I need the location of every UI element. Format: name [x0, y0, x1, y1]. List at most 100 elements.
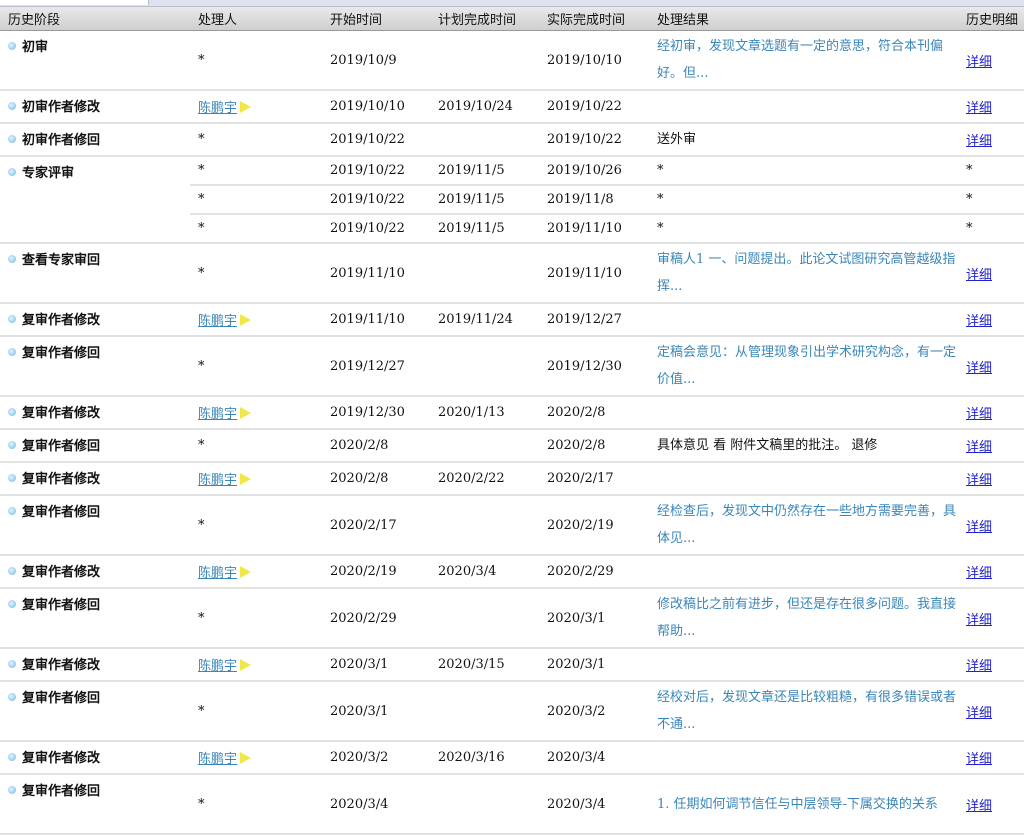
flag-icon[interactable]	[240, 566, 252, 578]
handler-cell: 陈鹏宇	[190, 462, 322, 496]
flag-icon[interactable]	[240, 314, 252, 326]
actual-time: 2020/3/2	[539, 681, 649, 742]
result-text: *	[657, 163, 664, 178]
stage-cell: 复审作者修改	[0, 648, 190, 682]
stage-label: 复审作者修回	[22, 346, 101, 361]
detail-cell: 详细	[958, 741, 1024, 775]
handler-link[interactable]: 陈鹏宇	[198, 752, 238, 767]
bullet-icon	[8, 660, 16, 668]
handler-cell: *	[190, 495, 322, 556]
stage-label: 复审作者修回	[22, 505, 101, 520]
start-time: 2020/2/8	[322, 429, 430, 463]
result-cell	[649, 555, 958, 589]
flag-icon[interactable]	[240, 101, 252, 113]
stage-label: 初审	[22, 40, 49, 55]
result-text[interactable]: 审稿人1 一、问题提出。此论文试图研究高管越级指挥...	[657, 252, 956, 294]
stage-label: 复审作者修改	[22, 406, 101, 421]
handler-link[interactable]: 陈鹏宇	[198, 659, 238, 674]
stage-label: 专家评审	[22, 166, 75, 181]
detail-link[interactable]: 详细	[966, 566, 993, 581]
handler-link[interactable]: 陈鹏宇	[198, 566, 238, 581]
result-text: *	[657, 221, 664, 236]
detail-cell: 详细	[958, 429, 1024, 463]
stage-cell: 复审作者修回	[0, 774, 190, 835]
result-text[interactable]: 1. 任期如何调节信任与中层领导-下属交换的关系	[657, 796, 938, 812]
planned-time: 2020/2/22	[430, 462, 539, 496]
detail-cell: 详细	[958, 243, 1024, 304]
handler-cell: *	[190, 336, 322, 397]
table-row: 复审作者修改 陈鹏宇 2020/3/1 2020/3/15 2020/3/1 详细	[0, 648, 1024, 682]
detail-link[interactable]: 详细	[966, 54, 993, 70]
actual-time: 2020/2/17	[539, 462, 649, 496]
planned-time	[430, 123, 539, 157]
flag-icon[interactable]	[240, 473, 252, 485]
handler-cell: *	[190, 156, 322, 186]
stage-cell: 专家评审	[0, 156, 190, 244]
actual-time: 2020/2/19	[539, 495, 649, 556]
result-text[interactable]: 经初审，发现文章选题有一定的意思，符合本刊偏好。但...	[657, 39, 944, 81]
header-row: 历史阶段 处理人 开始时间 计划完成时间 实际完成时间 处理结果 历史明细	[0, 7, 1024, 31]
handler-link[interactable]: 陈鹏宇	[198, 407, 238, 422]
table-row: 复审作者修回 * 2020/3/1 2020/3/2 经校对后，发现文章还是比较粗糙，有…	[0, 681, 1024, 742]
table-row: 复审作者修回 * 2020/2/29 2020/3/1 修改稿比之前有进步，但还是存在很…	[0, 588, 1024, 649]
handler-link[interactable]: 陈鹏宇	[198, 314, 238, 329]
stage-label: 初审作者修回	[22, 133, 101, 148]
detail-link[interactable]: 详细	[966, 407, 993, 422]
actual-time: 2020/2/8	[539, 429, 649, 463]
result-cell	[649, 303, 958, 337]
handler-cell: 陈鹏宇	[190, 741, 322, 775]
bullet-icon	[8, 255, 16, 263]
planned-time: 2019/11/5	[430, 156, 539, 186]
detail-link[interactable]: 详细	[966, 752, 993, 767]
result-text[interactable]: 修改稿比之前有进步，但还是存在很多问题。我直接帮助...	[657, 597, 957, 639]
bullet-icon	[8, 348, 16, 356]
detail-link[interactable]: 详细	[966, 134, 993, 149]
detail-link[interactable]: 详细	[966, 101, 993, 116]
start-time: 2019/12/30	[322, 396, 430, 430]
detail-link[interactable]: 详细	[966, 798, 993, 814]
table-row: 复审作者修回 * 2020/2/8 2020/2/8 具体意见 看 附件文稿里的批注。 …	[0, 429, 1024, 463]
handler-cell: 陈鹏宇	[190, 303, 322, 337]
detail-link[interactable]: 详细	[966, 473, 993, 488]
stage-label: 复审作者修回	[22, 439, 101, 454]
start-time: 2019/10/22	[322, 214, 430, 244]
bullet-icon	[8, 600, 16, 608]
stage-cell: 复审作者修回	[0, 429, 190, 463]
detail-cell: 详细	[958, 555, 1024, 589]
flag-icon[interactable]	[240, 407, 252, 419]
result-text[interactable]: 经校对后，发现文章还是比较粗糙，有很多错误或者不通...	[657, 690, 957, 732]
detail-link[interactable]: 详细	[966, 519, 993, 535]
flag-icon[interactable]	[240, 659, 252, 671]
result-text[interactable]: 定稿会意见：从管理现象引出学术研究构念，有一定价值...	[657, 345, 957, 387]
result-cell: 审稿人1 一、问题提出。此论文试图研究高管越级指挥...	[649, 243, 958, 304]
result-text[interactable]: 经检查后，发现文中仍然存在一些地方需要完善，具体见...	[657, 504, 957, 546]
bullet-icon	[8, 102, 16, 110]
detail-cell: *	[958, 214, 1024, 244]
actual-time: 2020/2/29	[539, 555, 649, 589]
detail-link[interactable]: 详细	[966, 314, 993, 329]
result-text: 送外审	[657, 132, 697, 147]
detail-link[interactable]: 详细	[966, 659, 993, 674]
bullet-icon	[8, 786, 16, 794]
table-row: 复审作者修回 * 2020/3/4 2020/3/4 1. 任期如何调节信任与中层领导-…	[0, 774, 1024, 835]
handler-link[interactable]: 陈鹏宇	[198, 473, 238, 488]
actual-time: 2020/3/1	[539, 588, 649, 649]
actual-time: 2019/12/27	[539, 303, 649, 337]
tab[interactable]	[0, 0, 149, 5]
stage-cell: 初审作者修改	[0, 90, 190, 124]
detail-link[interactable]: 详细	[966, 267, 993, 283]
detail-link[interactable]: 详细	[966, 440, 993, 455]
start-time: 2019/12/27	[322, 336, 430, 397]
table-row: 复审作者修回 * 2019/12/27 2019/12/30 定稿会意见：从管理现象引出…	[0, 336, 1024, 397]
col-actual: 实际完成时间	[539, 7, 649, 31]
handler-link[interactable]: 陈鹏宇	[198, 101, 238, 116]
start-time: 2020/2/8	[322, 462, 430, 496]
table-row: 复审作者修改 陈鹏宇 2020/2/19 2020/3/4 2020/2/29 详细	[0, 555, 1024, 589]
detail-link[interactable]: 详细	[966, 612, 993, 628]
col-start: 开始时间	[322, 7, 430, 31]
flag-icon[interactable]	[240, 752, 252, 764]
detail-cell: *	[958, 185, 1024, 215]
detail-link[interactable]: 详细	[966, 360, 993, 376]
detail-link[interactable]: 详细	[966, 705, 993, 721]
detail-cell: 详细	[958, 396, 1024, 430]
